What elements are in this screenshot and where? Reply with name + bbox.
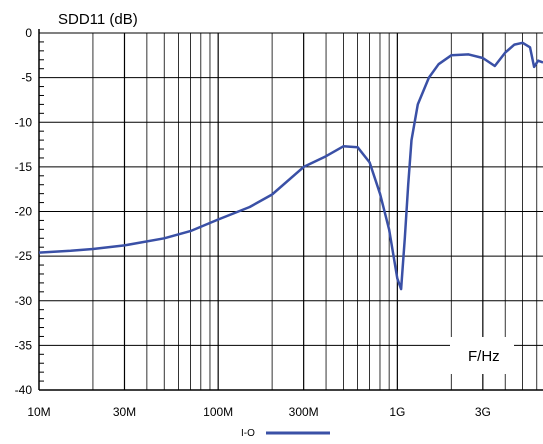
y-tick-label: -10 [15,115,33,129]
y-axis: 0 -5 -10 -15 -20 -25 -30 -35 -40 [15,26,44,397]
x-axis-label-box [450,337,514,374]
x-tick-label: 100M [203,405,233,419]
chart-title: SDD11 (dB) [58,11,138,28]
y-tick-label: -5 [21,71,32,85]
y-tick-label: -35 [15,338,33,352]
y-tick-label: 0 [25,26,32,40]
x-tick-label: 30M [113,405,136,419]
x-tick-label: 10M [27,405,50,419]
y-tick-label: -15 [15,160,33,174]
series-i-o-line [38,41,543,291]
y-tick-label: -30 [15,294,33,308]
x-tick-label: 3G [475,405,491,419]
x-axis: 10M 30M 100M 300M 1G 3G [27,405,491,419]
grid [38,29,543,391]
legend-label-i-o: I-O [241,428,255,439]
x-axis-label: F/Hz [468,348,500,365]
y-tick-label: -20 [15,205,33,219]
x-tick-label: 1G [389,405,405,419]
y-tick-label: -40 [15,383,33,397]
x-tick-label: 300M [289,405,319,419]
y-tick-label: -25 [15,249,33,263]
